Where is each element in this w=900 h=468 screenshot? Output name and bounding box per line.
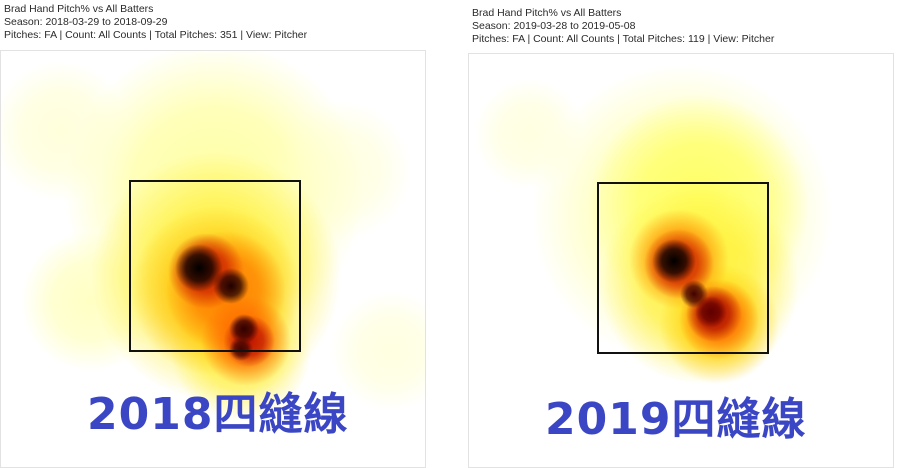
density-outer-blob [1, 61, 131, 201]
heatmap-canvas [1, 51, 425, 421]
density-peak-blob [229, 337, 253, 361]
density-peak-blob [695, 296, 727, 328]
chart-header: Brad Hand Pitch% vs All Batters Season: … [4, 3, 307, 42]
chart-filters: Pitches: FA | Count: All Counts | Total … [472, 33, 775, 45]
chart-season: Season: 2019-03-28 to 2019-05-08 [472, 20, 636, 32]
chart-filters: Pitches: FA | Count: All Counts | Total … [4, 29, 308, 41]
heatmap-canvas [474, 64, 832, 384]
chart-header: Brad Hand Pitch% vs All Batters Season: … [472, 7, 774, 46]
density-peak-blob [652, 239, 696, 283]
chart-season: Season: 2018-03-29 to 2018-09-29 [4, 16, 168, 28]
strike-zone-box [597, 182, 769, 354]
chart-title: Brad Hand Pitch% vs All Batters [472, 7, 622, 19]
chart-caption: 2019四縫線 [545, 394, 807, 445]
density-peak-blob [229, 314, 259, 344]
density-outer-blob [474, 79, 584, 189]
density-outer-blob [331, 291, 425, 411]
heatmap-plot: 2018四縫線 [0, 50, 426, 468]
chart-caption: 2018四縫線 [87, 389, 349, 440]
density-peak-blob [213, 268, 249, 304]
strike-zone-box [129, 180, 301, 352]
chart-title: Brad Hand Pitch% vs All Batters [4, 3, 154, 15]
density-peak-blob [175, 244, 223, 292]
heatmap-plot: 2019四縫線 [468, 53, 894, 468]
